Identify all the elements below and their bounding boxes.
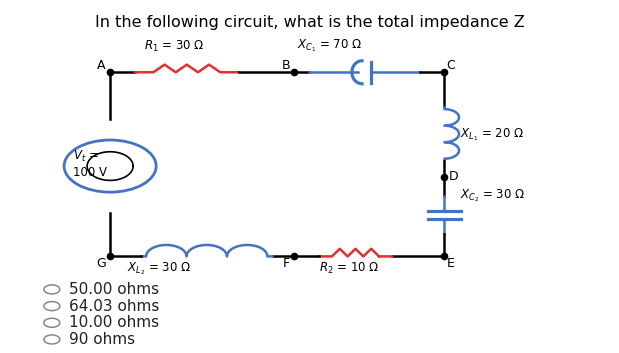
Text: D: D bbox=[449, 170, 459, 183]
Text: $R_1$ = 30 Ω: $R_1$ = 30 Ω bbox=[144, 39, 205, 54]
Text: $X_{C_1}$ = 70 Ω: $X_{C_1}$ = 70 Ω bbox=[297, 38, 362, 54]
Text: 64.03 ohms: 64.03 ohms bbox=[69, 299, 160, 313]
Text: 10.00 ohms: 10.00 ohms bbox=[69, 315, 159, 330]
Text: $R_2$ = 10 Ω: $R_2$ = 10 Ω bbox=[319, 261, 379, 276]
Text: C: C bbox=[446, 59, 455, 72]
Text: In the following circuit, what is the total impedance Z: In the following circuit, what is the to… bbox=[95, 15, 524, 30]
Text: $V_t$ =
100 V: $V_t$ = 100 V bbox=[73, 149, 107, 179]
Text: E: E bbox=[447, 257, 454, 270]
Text: 50.00 ohms: 50.00 ohms bbox=[69, 282, 159, 297]
Text: 90 ohms: 90 ohms bbox=[69, 332, 135, 347]
Text: B: B bbox=[282, 59, 290, 72]
Text: A: A bbox=[97, 59, 105, 72]
Text: $X_{L_2}$ = 30 Ω: $X_{L_2}$ = 30 Ω bbox=[127, 260, 191, 277]
Text: $X_{L_1}$ = 20 Ω: $X_{L_1}$ = 20 Ω bbox=[460, 126, 524, 143]
Text: $X_{C_2}$ = 30 Ω: $X_{C_2}$ = 30 Ω bbox=[460, 187, 525, 204]
Text: F: F bbox=[283, 257, 290, 270]
Text: G: G bbox=[96, 257, 106, 270]
